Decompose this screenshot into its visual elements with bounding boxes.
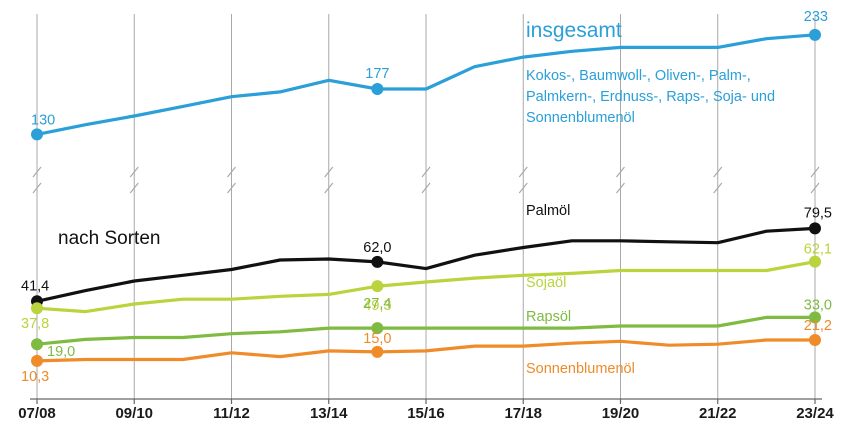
data-point xyxy=(31,338,43,351)
data-label: 27,4 xyxy=(363,296,391,312)
axis-break-mark xyxy=(810,182,820,194)
x-tick-label: 23/24 xyxy=(796,405,834,422)
data-point xyxy=(371,345,384,358)
axis-break-mark xyxy=(713,166,723,178)
axis-break-mark xyxy=(227,182,236,194)
series-line-raps-l xyxy=(35,315,817,346)
data-label: 233 xyxy=(804,9,828,25)
data-label: 37,8 xyxy=(21,316,49,332)
axis-break-mark xyxy=(518,182,528,194)
axis-break-mark xyxy=(518,166,528,178)
data-label: 177 xyxy=(365,66,389,82)
data-point xyxy=(31,302,43,315)
legend-rapsoel: Rapsöl xyxy=(526,309,571,325)
axis-break-mark xyxy=(324,182,334,194)
data-label: 10,3 xyxy=(21,369,49,385)
series-line-soja-l xyxy=(35,260,817,314)
axis-break-mark xyxy=(421,182,431,194)
value-labels-layer: 130 177 233 41,4 62,0 79,5 37,8 49,3 62,1 19,0 27,… xyxy=(21,9,832,385)
data-point xyxy=(371,255,384,268)
data-point xyxy=(371,280,384,293)
series-layer xyxy=(35,33,817,363)
legend-palmoel: Palmöl xyxy=(526,203,570,219)
x-axis-ticks: 07/08 09/10 11/12 13/14 15/16 17/18 19/20 21/22… xyxy=(18,399,834,422)
x-tick-label: 11/12 xyxy=(213,405,250,422)
legend-sonnenblumenoel: Sonnenblumenöl xyxy=(526,361,635,377)
data-label: 130 xyxy=(31,112,55,128)
total-description-line-3: Sonnenblumenöl xyxy=(526,110,635,126)
data-point xyxy=(809,28,821,41)
x-tick-label: 09/10 xyxy=(115,405,153,422)
axis-break-mark xyxy=(421,166,431,178)
x-tick-label: 13/14 xyxy=(310,405,348,422)
data-label: 62,0 xyxy=(363,240,391,256)
data-point xyxy=(809,333,821,346)
data-label: 79,5 xyxy=(804,205,832,221)
data-label: 41,4 xyxy=(21,278,49,294)
x-tick-label: 17/18 xyxy=(504,405,542,422)
axis-break-mark xyxy=(32,166,42,178)
x-tick-label: 07/08 xyxy=(18,405,56,422)
axis-break-mark xyxy=(616,182,625,194)
axis-break-mark xyxy=(713,182,723,194)
data-label: 49,3 xyxy=(363,298,391,314)
data-label: 15,0 xyxy=(363,331,391,347)
axis-break-mark xyxy=(616,166,625,178)
total-description-line-2: Palmkern-, Erdnuss-, Raps-, Soja- und xyxy=(526,89,775,105)
total-title: insgesamt xyxy=(526,19,622,42)
data-point xyxy=(371,82,384,95)
axis-breaks xyxy=(32,166,820,194)
axis-break-mark xyxy=(810,166,820,178)
data-point xyxy=(31,354,43,367)
data-point xyxy=(809,311,821,324)
axis-break-mark xyxy=(129,182,139,194)
points-layer xyxy=(31,28,821,367)
data-point xyxy=(809,255,821,268)
axis-break-mark xyxy=(227,166,236,178)
data-label: 62,1 xyxy=(804,242,832,258)
axis-break-mark xyxy=(129,166,139,178)
series-line-palm-l xyxy=(35,226,817,303)
series-line-sonnenblumen-l xyxy=(35,338,817,363)
legend-sojaoel: Sojaöl xyxy=(526,275,566,291)
data-label: 19,0 xyxy=(47,344,75,360)
axis-break-mark xyxy=(324,166,334,178)
data-point xyxy=(809,222,821,235)
data-label: 21,2 xyxy=(804,318,832,334)
x-tick-label: 21/22 xyxy=(699,405,737,422)
x-tick-label: 19/20 xyxy=(602,405,640,422)
series-line-insgesamt xyxy=(35,33,817,136)
data-label: 33,0 xyxy=(804,297,832,313)
data-point xyxy=(31,128,43,141)
x-tick-label: 15/16 xyxy=(407,405,445,422)
by-type-title: nach Sorten xyxy=(58,228,160,249)
grid-layer xyxy=(36,14,816,399)
total-description-line-1: Kokos-, Baumwoll-, Oliven-, Palm-, xyxy=(526,68,751,84)
axis-break-mark xyxy=(32,182,42,194)
data-point xyxy=(371,322,384,335)
